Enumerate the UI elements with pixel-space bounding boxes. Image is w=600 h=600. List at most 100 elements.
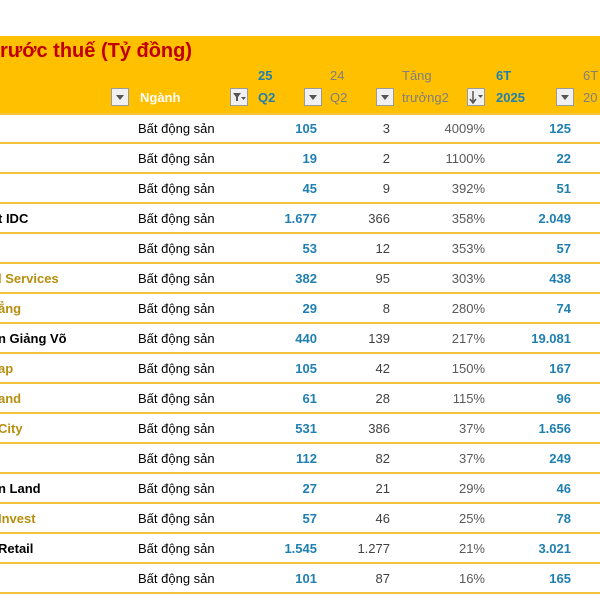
growth-cell: 150% <box>451 361 485 376</box>
growth-cell: 115% <box>452 391 485 406</box>
table-title: rước thuế (Tỷ đồng) <box>0 40 193 62</box>
sector-cell: Bất động sản <box>138 421 215 436</box>
profit-6t-2025-cell: 74 <box>556 301 571 316</box>
profit-q2-2025-cell: 101 <box>295 571 317 586</box>
table-row[interactable]: n Giảng Võ Bất động sản 440 139 217% 19.081 <box>0 324 600 354</box>
filter-active-sector[interactable] <box>230 88 248 106</box>
profit-q2-2025-cell: 27 <box>302 481 317 496</box>
profit-q2-2025-cell: 105 <box>295 361 317 376</box>
table-row[interactable]: Invest Bất động sản 57 46 25% 78 <box>0 504 600 534</box>
growth-cell: 217% <box>451 331 485 346</box>
table-row[interactable]: Bất động sản 112 82 37% 249 <box>0 444 600 474</box>
table-row[interactable]: and Bất động sản 61 28 115% 96 <box>0 384 600 414</box>
profit-q2-2024-cell: 1.277 <box>357 541 390 556</box>
growth-cell: 392% <box>451 181 485 196</box>
table-row[interactable]: n Land Bất động sản 27 21 29% 46 <box>0 474 600 504</box>
profit-q2-2024-cell: 95 <box>375 271 390 286</box>
growth-cell: 358% <box>451 211 485 226</box>
sector-cell: Bất động sản <box>138 241 215 256</box>
column-header-growth: trưởng2 <box>402 90 449 105</box>
filter-dropdown-q2-2024[interactable] <box>304 88 322 106</box>
sector-cell: Bất động sản <box>138 211 215 226</box>
company-name-cell: and <box>0 391 22 406</box>
sector-cell: Bất động sản <box>138 301 215 316</box>
profit-6t-2025-cell: 165 <box>549 571 571 586</box>
table-row[interactable]: Bất động sản 105 3 4009% 125 <box>0 114 600 144</box>
profit-q2-2024-cell: 46 <box>375 511 390 526</box>
company-name-cell: t IDC <box>0 211 29 226</box>
profit-q2-2025-cell: 29 <box>302 301 317 316</box>
filter-dropdown-name[interactable] <box>111 88 129 106</box>
company-name-cell: ẳng <box>0 301 22 316</box>
table-row[interactable]: t IDC Bất động sản 1.677 366 358% 2.049 <box>0 204 600 234</box>
table-row[interactable]: Bất động sản 19 2 1100% 22 <box>0 144 600 174</box>
growth-cell: 353% <box>451 241 485 256</box>
sector-cell: Bất động sản <box>138 271 215 286</box>
growth-cell: 25% <box>458 511 485 526</box>
profit-q2-2024-cell: 21 <box>375 481 390 496</box>
sort-button-growth[interactable] <box>467 88 485 106</box>
table-row[interactable]: l Services Bất động sản 382 95 303% 438 <box>0 264 600 294</box>
column-header-sector: Ngành <box>140 90 181 105</box>
sector-cell: Bất động sản <box>138 121 215 136</box>
growth-cell: 1100% <box>445 151 485 166</box>
chevron-down-icon <box>381 95 389 100</box>
profit-q2-2025-cell: 45 <box>302 181 317 196</box>
company-name-cell: n Giảng Võ <box>0 331 67 346</box>
profit-6t-2025-cell: 46 <box>556 481 571 496</box>
sector-cell: Bất động sản <box>138 361 215 376</box>
profit-6t-2025-cell: 249 <box>549 451 571 466</box>
profit-q2-2024-cell: 28 <box>375 391 390 406</box>
sector-cell: Bất động sản <box>138 451 215 466</box>
profit-6t-2025-cell: 78 <box>556 511 571 526</box>
table-row[interactable]: City Bất động sản 531 386 37% 1.656 <box>0 414 600 444</box>
chevron-down-icon <box>561 95 569 100</box>
profit-q2-2024-cell: 366 <box>368 211 390 226</box>
table-row[interactable]: Retail Bất động sản 1.545 1.277 21% 3.021 <box>0 534 600 564</box>
column-header-q2-2024: Q2 <box>330 90 348 105</box>
profit-6t-2025-cell: 125 <box>549 121 571 136</box>
sector-cell: Bất động sản <box>138 331 215 346</box>
table-row[interactable]: Bất động sản 53 12 353% 57 <box>0 234 600 264</box>
filter-dropdown-growth[interactable] <box>376 88 394 106</box>
filter-dropdown-6t-2024[interactable] <box>556 88 574 106</box>
company-name-cell: Invest <box>0 511 36 526</box>
sector-cell: Bất động sản <box>138 181 215 196</box>
profit-6t-2025-cell: 57 <box>556 241 571 256</box>
growth-cell: 37% <box>458 421 485 436</box>
profit-q2-2024-cell: 9 <box>382 181 390 196</box>
profit-q2-2024-cell: 87 <box>375 571 390 586</box>
profit-q2-2024-cell: 42 <box>375 361 390 376</box>
growth-cell: 21% <box>458 541 485 556</box>
column-header-6t-2024: 20 <box>583 90 598 105</box>
table-row[interactable]: Bất động sản 45 9 392% 51 <box>0 174 600 204</box>
chevron-down-icon <box>309 95 317 100</box>
table-row[interactable]: ap Bất động sản 105 42 150% 167 <box>0 354 600 384</box>
growth-cell: 303% <box>451 271 485 286</box>
sector-cell: Bất động sản <box>138 151 215 166</box>
profit-6t-2025-cell: 167 <box>549 361 571 376</box>
column-header-q2-2025-year: 25 <box>258 68 273 83</box>
sector-cell: Bất động sản <box>138 391 215 406</box>
table-header: rước thuế (Tỷ đồng) Ngành 25 Q2 24 Q2 Tă… <box>0 36 600 113</box>
table-row[interactable]: ẳng Bất động sản 29 8 280% 74 <box>0 294 600 324</box>
profit-q2-2025-cell: 61 <box>302 391 317 406</box>
profit-q2-2025-cell: 1.545 <box>284 541 317 556</box>
profit-6t-2025-cell: 22 <box>556 151 571 166</box>
column-header-6t-2025-top: 6T <box>496 68 512 83</box>
table-body: Bất động sản 105 3 4009% 125 Bất động sản 19 2 1… <box>0 114 600 594</box>
profit-q2-2024-cell: 82 <box>375 451 390 466</box>
sector-cell: Bất động sản <box>138 541 215 556</box>
profit-q2-2024-cell: 386 <box>368 421 390 436</box>
filter-icon <box>233 93 246 101</box>
company-name-cell: n Land <box>0 481 41 496</box>
chevron-down-icon <box>116 95 124 100</box>
profit-q2-2024-cell: 139 <box>368 331 390 346</box>
growth-cell: 37% <box>458 451 485 466</box>
growth-cell: 16% <box>458 571 485 586</box>
company-name-cell: Retail <box>0 541 34 556</box>
profit-6t-2025-cell: 1.656 <box>538 421 571 436</box>
profit-6t-2025-cell: 438 <box>549 271 571 286</box>
table-row[interactable]: Bất động sản 101 87 16% 165 <box>0 564 600 594</box>
profit-q2-2025-cell: 440 <box>295 331 317 346</box>
